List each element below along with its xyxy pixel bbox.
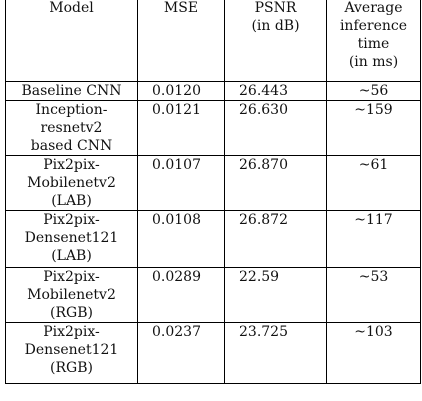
model-name-line: (LAB) [51, 248, 92, 264]
header-time-line: Average [344, 0, 403, 16]
model-name-line: Baseline CNN [21, 83, 122, 99]
cell-model: Baseline CNN [5, 81, 138, 101]
model-name-line: based CNN [30, 138, 113, 154]
header-psnr: PSNR (in dB) [224, 0, 327, 82]
header-psnr-line: PSNR [254, 0, 297, 16]
header-time: Average inference time (in ms) [326, 0, 421, 82]
model-name-line: Pix2pix- [43, 212, 100, 228]
model-name-line: (LAB) [51, 193, 92, 209]
cell-mse: 0.0121 [137, 100, 225, 156]
header-row: Model MSE PSNR (in dB) Average inference… [5, 0, 421, 82]
results-table: Model MSE PSNR (in dB) Average inference… [5, 0, 421, 384]
cell-psnr: 26.872 [224, 210, 327, 268]
cell-mse: 0.0120 [137, 81, 225, 101]
cell-time: ~53 [326, 267, 421, 323]
model-name-line: Pix2pix- [43, 157, 100, 173]
cell-time: ~117 [326, 210, 421, 268]
model-name-line: Densenet121 [24, 342, 119, 358]
cell-time: ~159 [326, 100, 421, 156]
table-row: Pix2pix- Mobilenetv2 (LAB) 0.0107 26.870… [5, 155, 421, 211]
cell-time: ~56 [326, 81, 421, 101]
header-time-line: inference [339, 18, 408, 34]
cell-model: Pix2pix- Densenet121 (RGB) [5, 322, 138, 384]
cell-model: Pix2pix- Mobilenetv2 (LAB) [5, 155, 138, 211]
table-row: Pix2pix- Densenet121 (LAB) 0.0108 26.872… [5, 210, 421, 268]
cell-mse: 0.0107 [137, 155, 225, 211]
header-time-unit: (in ms) [348, 54, 399, 70]
table-row: Pix2pix- Mobilenetv2 (RGB) 0.0289 22.59 … [5, 267, 421, 323]
cell-time: ~103 [326, 322, 421, 384]
cell-time: ~61 [326, 155, 421, 211]
results-table-container: Model MSE PSNR (in dB) Average inference… [5, 0, 421, 384]
model-name-line: Mobilenetv2 [27, 287, 116, 303]
cell-psnr: 22.59 [224, 267, 327, 323]
table-row: Pix2pix- Densenet121 (RGB) 0.0237 23.725… [5, 322, 421, 384]
cell-psnr: 26.443 [224, 81, 327, 101]
cell-psnr: 26.870 [224, 155, 327, 211]
table-row: Inception- resnetv2 based CNN 0.0121 26.… [5, 100, 421, 156]
cell-model: Inception- resnetv2 based CNN [5, 100, 138, 156]
header-mse: MSE [137, 0, 225, 82]
cell-psnr: 23.725 [224, 322, 327, 384]
model-name-line: (RGB) [50, 360, 93, 376]
header-model-line: Model [49, 0, 94, 16]
model-name-line: (RGB) [50, 305, 93, 321]
cell-psnr: 26.630 [224, 100, 327, 156]
table-row: Baseline CNN 0.0120 26.443 ~56 [5, 81, 421, 101]
header-mse-line: MSE [163, 0, 199, 16]
cell-mse: 0.0108 [137, 210, 225, 268]
cell-model: Pix2pix- Densenet121 (LAB) [5, 210, 138, 268]
cell-mse: 0.0237 [137, 322, 225, 384]
model-name-line: Mobilenetv2 [27, 175, 116, 191]
cell-mse: 0.0289 [137, 267, 225, 323]
header-model: Model [5, 0, 138, 82]
model-name-line: Inception- [35, 102, 108, 118]
model-name-line: resnetv2 [40, 120, 103, 136]
model-name-line: Pix2pix- [43, 324, 100, 340]
model-name-line: Pix2pix- [43, 269, 100, 285]
cell-model: Pix2pix- Mobilenetv2 (RGB) [5, 267, 138, 323]
header-time-line: time [357, 36, 390, 52]
header-psnr-unit: (in dB) [251, 18, 300, 34]
model-name-line: Densenet121 [24, 230, 119, 246]
